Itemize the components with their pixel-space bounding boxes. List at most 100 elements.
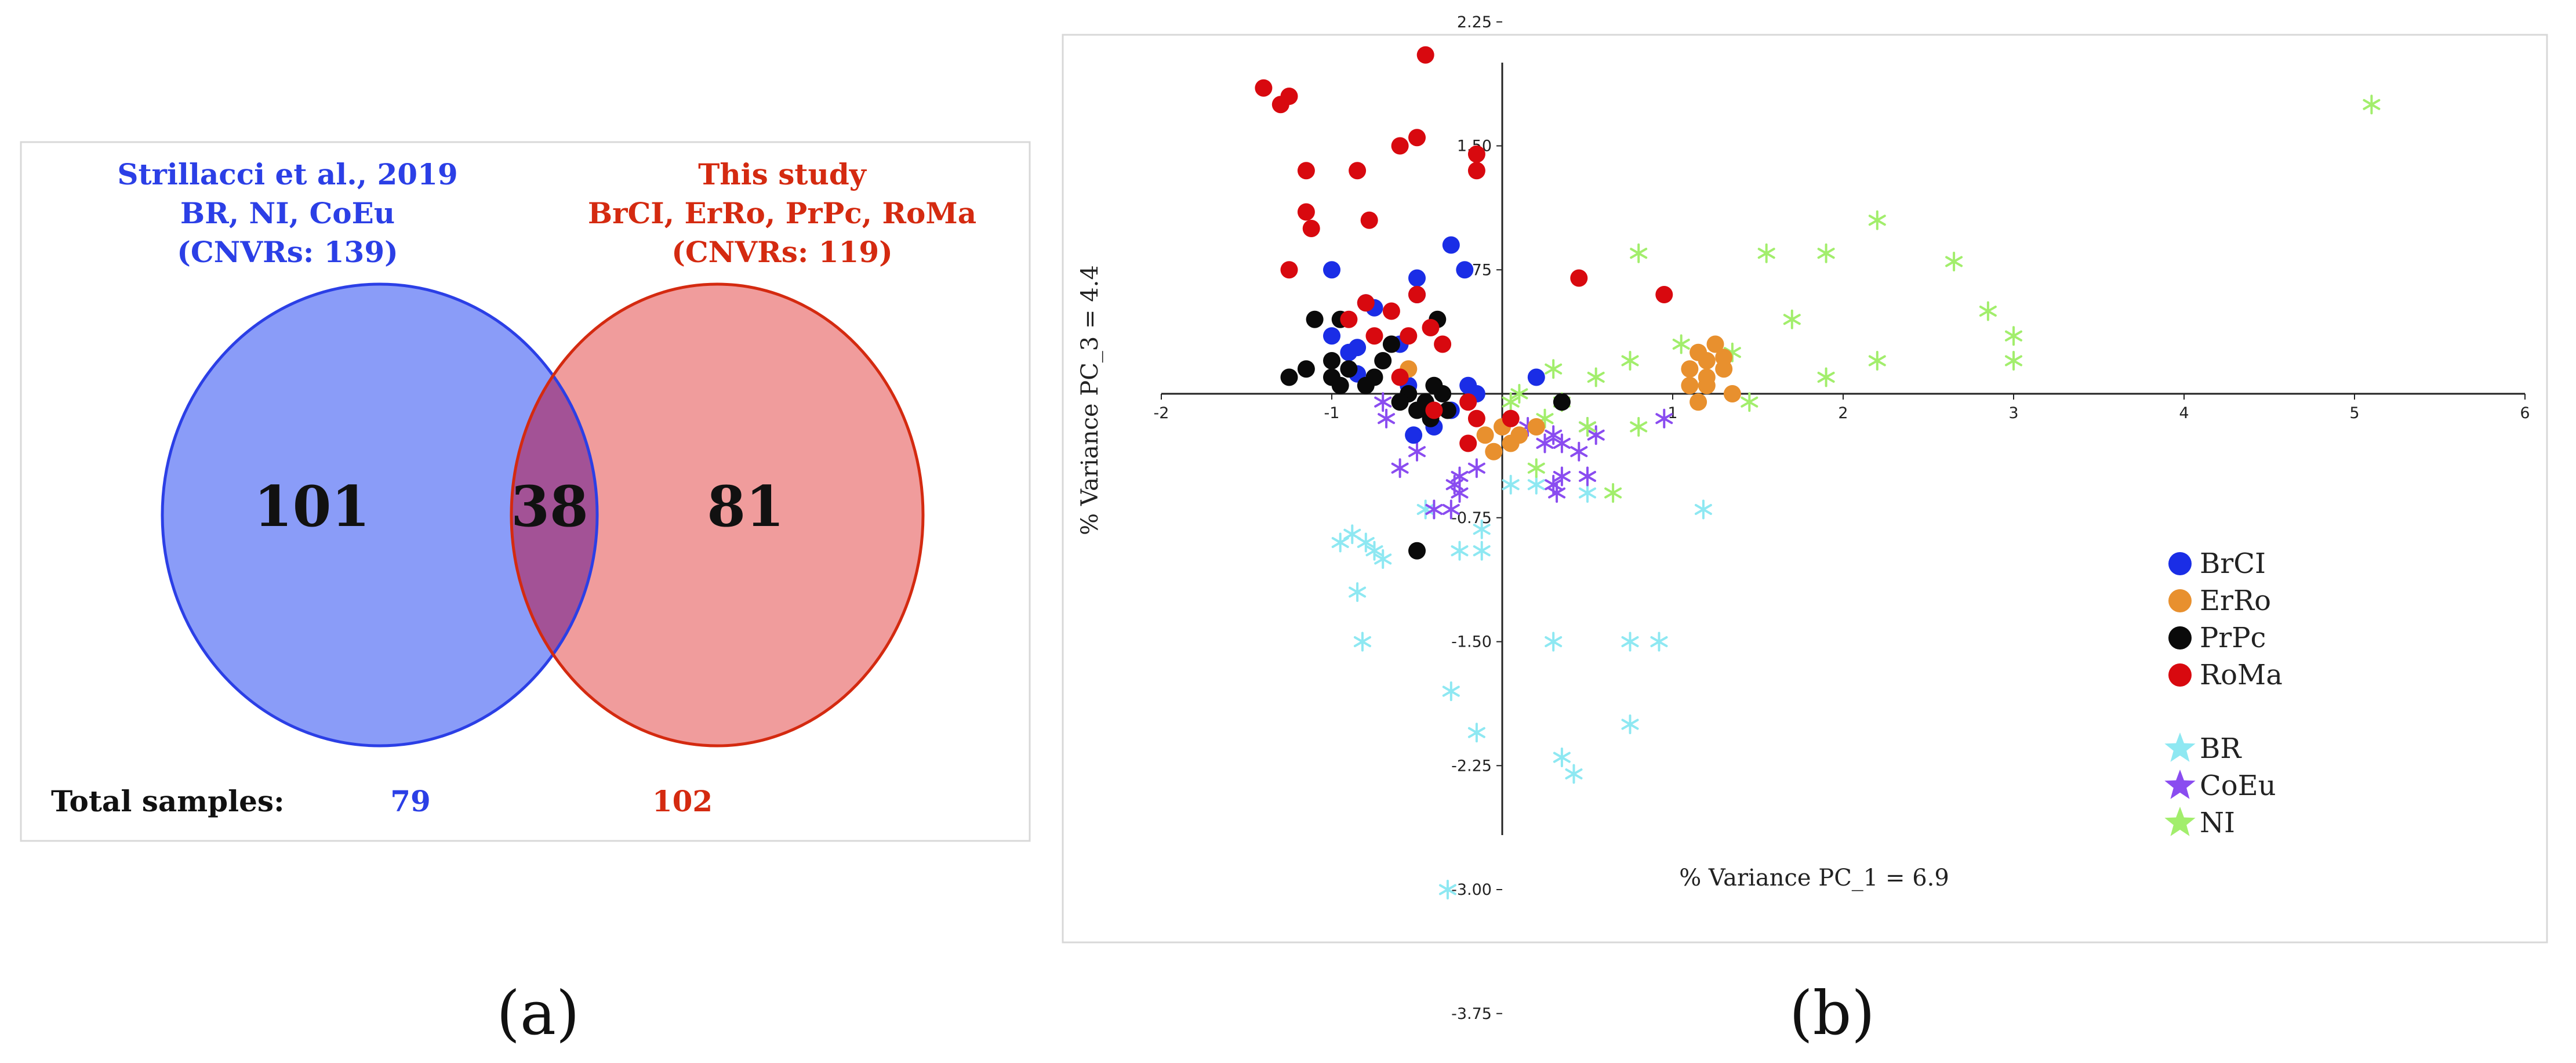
point-br: [1438, 880, 1456, 899]
point-roma: [1297, 203, 1315, 221]
point-brci: [1323, 327, 1340, 345]
point-coeu: [1553, 466, 1571, 487]
point-roma: [1340, 310, 1358, 328]
panel-label-a: (a): [496, 978, 579, 1049]
point-br: [1579, 483, 1596, 503]
right-set-circle: [511, 284, 923, 746]
point-erro: [1698, 376, 1716, 394]
point-ni: [2005, 351, 2022, 371]
y-tick-label: -3.75: [1451, 1005, 1492, 1023]
point-erro: [1706, 335, 1724, 353]
point-erro: [1681, 360, 1699, 378]
point-erro: [1476, 426, 1494, 444]
point-brci: [1408, 269, 1426, 287]
point-prpc: [1365, 368, 1383, 386]
point-prpc: [1297, 360, 1315, 378]
point-brci: [1527, 368, 1545, 386]
right-total-samples: 102: [652, 784, 713, 818]
point-br: [1621, 632, 1639, 652]
y-axis-label: % Variance PC_3 = 4.4: [1077, 265, 1103, 535]
point-roma: [1459, 434, 1477, 452]
point-roma: [1297, 162, 1315, 180]
point-br: [1374, 549, 1392, 569]
point-roma: [1408, 286, 1426, 303]
point-ni: [1979, 301, 1997, 321]
point-coeu: [1579, 466, 1596, 487]
point-ni: [1510, 384, 1528, 404]
point-roma: [1280, 261, 1298, 279]
right-unique-count: 81: [707, 474, 784, 539]
point-ni: [1783, 309, 1801, 329]
point-coeu: [1408, 441, 1426, 462]
x-tick-label: 3: [2008, 404, 2018, 422]
point-br: [1349, 582, 1367, 602]
point-prpc: [1340, 360, 1358, 378]
point-br: [1694, 499, 1712, 520]
point-br: [1451, 540, 1469, 561]
point-prpc: [1331, 376, 1349, 394]
x-tick-label: 2: [1838, 404, 1848, 422]
point-ni: [1545, 359, 1563, 379]
point-ni: [1587, 367, 1605, 387]
point-roma: [1655, 286, 1673, 303]
point-br: [1565, 764, 1583, 784]
point-ni: [1604, 483, 1622, 503]
point-ni: [1741, 392, 1758, 412]
point-erro: [1527, 418, 1545, 436]
point-erro: [1698, 352, 1716, 369]
point-ni: [1579, 417, 1596, 437]
right-set-outline: [510, 282, 925, 748]
point-roma: [1434, 335, 1452, 353]
left-set-title-line2: BR, NI, CoEu: [180, 196, 395, 230]
point-coeu: [1445, 474, 1463, 495]
point-roma: [1280, 88, 1298, 105]
point-roma: [1349, 162, 1367, 180]
point-ni: [1757, 243, 1775, 263]
point-roma: [1425, 401, 1443, 419]
legend-label-brci: BrCI: [2200, 547, 2266, 580]
point-ni: [1817, 243, 1835, 263]
point-roma: [1416, 46, 1434, 64]
overlap-count: 38: [511, 474, 588, 539]
point-br: [1502, 474, 1520, 495]
point-ni: [2363, 95, 2381, 115]
legend-label-ni: NI: [2200, 807, 2235, 839]
point-ni: [1630, 243, 1648, 263]
point-br: [1442, 681, 1460, 701]
legend-marker-ni: [2164, 807, 2196, 836]
point-prpc: [1434, 385, 1452, 402]
y-tick-label: -3.00: [1451, 881, 1492, 899]
point-roma: [1422, 319, 1440, 336]
x-axis-label: % Variance PC_1 = 6.9: [1679, 865, 1949, 891]
point-br: [1357, 532, 1375, 553]
y-tick-label: -0.75: [1451, 509, 1492, 527]
left-unique-count: 101: [254, 474, 370, 539]
point-br: [1353, 632, 1371, 652]
point-prpc: [1438, 401, 1456, 419]
point-brci: [1405, 426, 1423, 444]
point-roma: [1408, 129, 1426, 147]
left-set-outline: [161, 282, 599, 748]
scatter-panel: -2-11234562.251.500.75-0.75-1.50-2.25-3.…: [1062, 13, 2548, 1023]
point-erro: [1715, 349, 1733, 367]
point-br: [1553, 748, 1571, 767]
point-br: [1331, 532, 1349, 553]
point-br: [1473, 519, 1491, 539]
point-br: [1650, 632, 1668, 652]
point-roma: [1467, 162, 1485, 180]
point-brci: [1323, 261, 1340, 279]
legend-marker-prpc: [2168, 626, 2192, 650]
point-br: [1527, 474, 1545, 495]
panel-label-b: (b): [1789, 978, 1875, 1049]
legend-marker-erro: [2168, 589, 2192, 612]
point-prpc: [1391, 393, 1409, 411]
legend-label-erro: ErRo: [2200, 585, 2271, 617]
point-roma: [1467, 409, 1485, 427]
point-prpc: [1382, 335, 1400, 353]
point-br: [1365, 540, 1383, 561]
point-roma: [1459, 393, 1477, 411]
point-coeu: [1374, 392, 1392, 412]
point-coeu: [1391, 458, 1409, 478]
point-erro: [1485, 442, 1503, 460]
